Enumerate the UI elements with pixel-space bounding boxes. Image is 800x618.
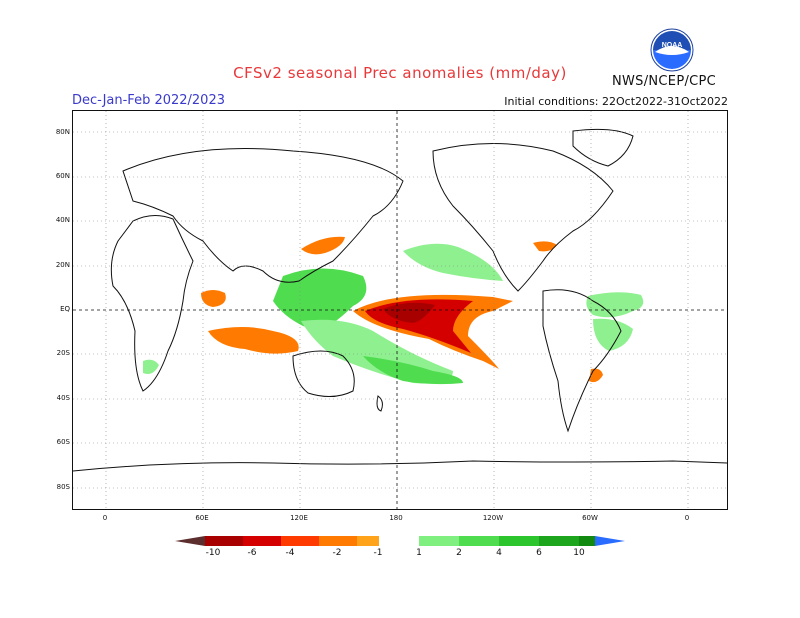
colorbar-bin-6 — [379, 536, 419, 546]
dry-anomaly-east-asia — [301, 236, 345, 255]
colorbar-label-neg1: -1 — [373, 548, 383, 558]
map-canvas — [72, 111, 728, 509]
coast-australia — [292, 350, 355, 397]
colorbar-bin-2 — [243, 536, 281, 546]
colorbar-bin-11 — [579, 536, 595, 546]
dry-anomaly-indian-ocean-south — [208, 327, 299, 354]
coast-south-america — [542, 289, 622, 433]
lat-label-20n: 20N — [55, 261, 70, 269]
colorbar-bin-5 — [357, 536, 379, 546]
lat-label-20s: 20S — [56, 349, 70, 357]
colorbar-bin-1 — [205, 536, 243, 546]
initial-conditions-label: Initial conditions: 22Oct2022-31Oct2022 — [504, 95, 728, 108]
coast-north-america — [432, 143, 614, 292]
lon-label-60e: 60E — [195, 514, 209, 522]
colorbar-arrow-left — [175, 536, 205, 546]
lat-label-80n: 80N — [55, 128, 70, 136]
colorbar-bin-3 — [281, 536, 319, 546]
lat-label-eq: EQ — [60, 305, 70, 313]
colorbar — [175, 536, 625, 546]
lon-label-60w: 60W — [582, 514, 598, 522]
wet-anomaly-west-pacific — [273, 268, 367, 329]
colorbar-label-neg2: -2 — [332, 548, 342, 558]
colorbar-label-4: 4 — [496, 548, 502, 558]
lat-label-40s: 40S — [56, 394, 70, 402]
coast-new-zealand — [376, 395, 383, 412]
colorbar-label-neg10: -10 — [205, 548, 221, 558]
colorbar-label-6: 6 — [536, 548, 542, 558]
coast-eurasia — [122, 148, 404, 283]
colorbar-label-2: 2 — [456, 548, 462, 558]
colorbar-bin-10 — [539, 536, 579, 546]
lat-label-80s: 80S — [56, 483, 70, 491]
lon-label-120e: 120E — [290, 514, 308, 522]
lat-label-60n: 60N — [55, 172, 70, 180]
dry-anomaly-indian-ocean-north — [201, 290, 226, 307]
lon-label-0-right: 0 — [684, 514, 690, 522]
colorbar-bin-8 — [459, 536, 499, 546]
colorbar-bin-9 — [499, 536, 539, 546]
dry-anomaly-gulf — [533, 241, 557, 252]
reference-lines — [73, 111, 727, 509]
colorbar-arrow-right — [595, 536, 625, 546]
coast-greenland — [572, 128, 634, 167]
anomaly-fields — [143, 236, 644, 385]
lon-label-120w: 120W — [482, 514, 504, 522]
coast-africa — [110, 215, 194, 392]
lon-label-180: 180 — [389, 514, 403, 522]
lat-label-40n: 40N — [55, 216, 70, 224]
colorbar-label-neg6: -6 — [247, 548, 257, 558]
svg-text:NOAA: NOAA — [662, 42, 683, 49]
colorbar-label-neg4: -4 — [285, 548, 295, 558]
coast-antarctica — [72, 460, 728, 472]
grid — [73, 111, 727, 509]
colorbar-bin-4 — [319, 536, 357, 546]
lon-label-0: 0 — [102, 514, 108, 522]
wet-anomaly-south-america — [586, 292, 644, 318]
colorbar-label-1: 1 — [416, 548, 422, 558]
agency-label: NWS/NCEP/CPC — [612, 74, 717, 89]
coastlines — [72, 128, 728, 472]
map-panel — [72, 110, 728, 510]
dry-anomaly-central-pacific-peak — [383, 302, 435, 323]
wet-anomaly-africa — [143, 359, 159, 374]
lat-label-60s: 60S — [56, 438, 70, 446]
chart-title: CFSv2 seasonal Prec anomalies (mm/day) — [233, 64, 567, 82]
wet-anomaly-brazil — [593, 318, 633, 351]
wet-anomaly-spcz — [363, 356, 463, 385]
noaa-logo: NOAA — [650, 28, 694, 72]
wet-anomaly-north-pacific — [403, 243, 503, 281]
season-label: Dec-Jan-Feb 2022/2023 — [72, 93, 225, 108]
colorbar-label-10: 10 — [573, 548, 585, 558]
colorbar-bin-7 — [419, 536, 459, 546]
